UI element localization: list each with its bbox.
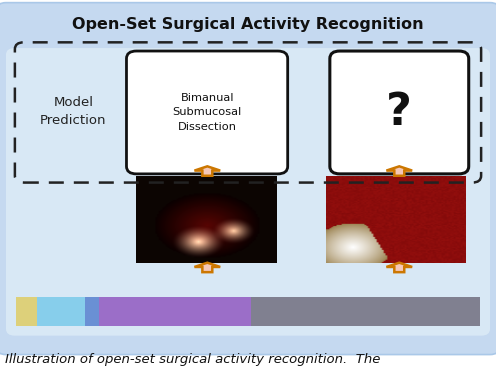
FancyBboxPatch shape xyxy=(126,51,288,174)
Text: Open-Set Surgical Activity Recognition: Open-Set Surgical Activity Recognition xyxy=(72,17,424,32)
FancyArrow shape xyxy=(386,263,412,272)
Bar xyxy=(250,297,480,326)
Bar xyxy=(37,297,85,326)
FancyBboxPatch shape xyxy=(0,3,496,355)
Text: Bimanual
Submucosal
Dissection: Bimanual Submucosal Dissection xyxy=(173,93,242,132)
FancyBboxPatch shape xyxy=(6,48,490,336)
FancyBboxPatch shape xyxy=(330,51,469,174)
Text: Illustration of open-set surgical activity recognition.  The: Illustration of open-set surgical activi… xyxy=(5,353,380,366)
Text: Model
Prediction: Model Prediction xyxy=(40,96,107,127)
FancyArrow shape xyxy=(194,166,220,176)
FancyArrow shape xyxy=(194,263,220,272)
Bar xyxy=(99,297,250,326)
Text: ?: ? xyxy=(386,91,412,134)
Bar xyxy=(16,297,37,326)
FancyArrow shape xyxy=(386,166,412,176)
Bar xyxy=(85,297,99,326)
